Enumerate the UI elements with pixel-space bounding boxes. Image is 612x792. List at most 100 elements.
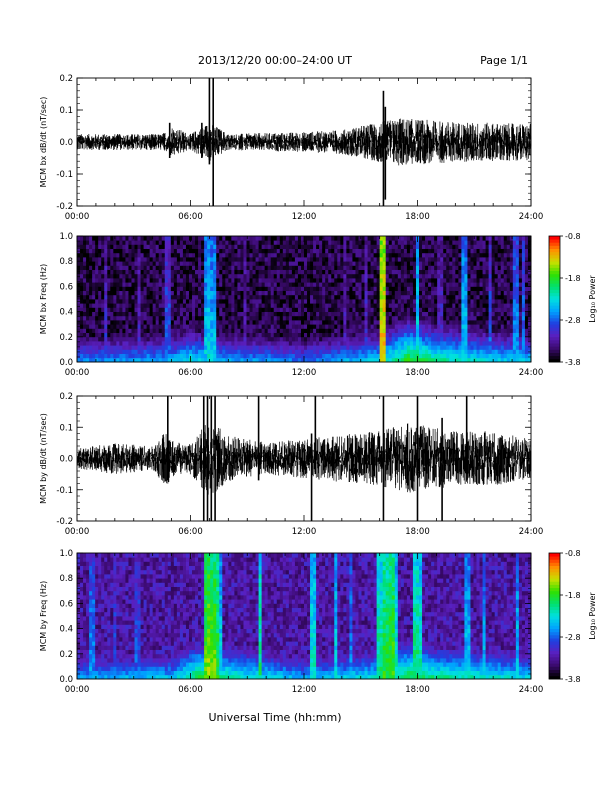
spectrogram-cell (461, 307, 465, 312)
spectrogram-cell (361, 328, 365, 333)
spectrogram-cell (518, 294, 523, 300)
spectrogram-cell (397, 341, 402, 346)
spectrogram-cell (98, 282, 102, 287)
spectrogram-cell (461, 236, 465, 241)
spectrogram-cell (122, 357, 126, 363)
spectrogram-cell (425, 320, 429, 325)
spectrogram-cell (364, 311, 368, 317)
spectrogram-cell (267, 324, 272, 329)
spectrogram-cell (322, 349, 326, 354)
spectrogram-cell (125, 345, 129, 350)
spectrogram-cell (452, 248, 456, 254)
spectrogram-cell (473, 290, 477, 296)
spectrogram-cell (77, 252, 81, 258)
spectrogram-cell (195, 240, 199, 245)
spectrogram-cell (158, 252, 163, 258)
spectrogram-cell (158, 244, 163, 249)
spectrogram-cell (488, 257, 493, 262)
spectrogram-cell (249, 252, 253, 258)
spectrogram-cell (104, 269, 108, 275)
spectrogram-cell (431, 324, 435, 329)
spectrogram-cell (310, 252, 314, 258)
spectrogram-cell (470, 240, 474, 245)
spectrogram-cell (437, 299, 441, 304)
spectrogram-cell (412, 269, 417, 275)
spectrogram-cell (364, 332, 368, 338)
spectrogram-cell (255, 332, 259, 338)
spectrogram-cell (173, 290, 178, 296)
spectrogram-cell (322, 240, 326, 245)
spectrogram-cell (204, 324, 208, 329)
spectrogram-cell (319, 282, 323, 287)
spectrogram-cell (80, 590, 84, 596)
spectrogram-cell (92, 353, 96, 359)
spectrogram-cell (225, 286, 229, 291)
spectrogram-cell (101, 290, 105, 296)
spectrogram-cell (237, 299, 241, 304)
spectrogram-cell (77, 353, 81, 359)
spectrogram-cell (482, 269, 486, 275)
spectrogram-cell (234, 240, 238, 245)
spectrogram-cell (279, 336, 284, 342)
spectrogram-cell (137, 328, 141, 333)
spectrogram-cell (431, 248, 435, 254)
spectrogram-cell (146, 261, 151, 266)
spectrogram-cell (158, 311, 163, 317)
spectrogram-cell (243, 332, 247, 338)
spectrogram-cell (300, 315, 305, 321)
spectrogram-cell (361, 278, 365, 283)
spectrogram-cell (515, 307, 520, 312)
spectrogram-cell (476, 236, 480, 241)
spectrogram-cell (143, 299, 148, 304)
spectrogram-cell (282, 273, 287, 279)
spectrogram-cell (343, 265, 347, 270)
spectrogram-cell (273, 299, 278, 304)
spectrogram-cell (310, 303, 314, 308)
spectrogram-cell (316, 261, 320, 266)
spectrogram-cell (494, 244, 499, 249)
spectrogram-cell (512, 353, 517, 359)
spectrogram-cell (276, 345, 281, 350)
spectrogram-cell (276, 248, 281, 254)
spectrogram-cell (137, 341, 141, 346)
spectrogram-cell (440, 345, 444, 350)
spectrogram-cell (391, 273, 396, 279)
colorbar-swatch (549, 349, 560, 353)
spectrogram-cell (419, 248, 423, 254)
spectrogram-cell (419, 294, 423, 300)
spectrogram-cell (524, 307, 529, 312)
spectrogram-cell (98, 349, 102, 354)
spectrogram-cell (279, 357, 284, 363)
spectrogram-cell (80, 586, 84, 592)
spectrogram-cell (322, 252, 326, 258)
spectrogram-cell (231, 307, 235, 312)
spectrogram-cell (104, 252, 108, 258)
spectrogram-cell (307, 315, 311, 321)
spectrogram-cell (370, 320, 375, 325)
spectrogram-cell (391, 240, 396, 245)
spectrogram-cell (89, 265, 93, 270)
spectrogram-cell (425, 244, 429, 249)
spectrogram-cell (521, 236, 526, 241)
spectrogram-cell (216, 303, 220, 308)
spectrogram-cell (176, 320, 181, 325)
spectrogram-cell (385, 269, 390, 275)
spectrogram-cell (431, 303, 435, 308)
spectrogram-cell (267, 336, 272, 342)
spectrogram-cell (261, 236, 266, 241)
spectrogram-cell (222, 261, 226, 266)
spectrogram-cell (104, 324, 108, 329)
spectrogram-cell (394, 357, 399, 363)
spectrogram-cell (476, 299, 480, 304)
spectrogram-cell (89, 273, 93, 279)
spectrogram-cell (255, 265, 259, 270)
spectrogram-cell (155, 248, 160, 254)
spectrogram-cell (155, 244, 160, 249)
spectrogram-cell (134, 303, 138, 308)
spectrogram-cell (219, 286, 223, 291)
spectrogram-cell (125, 290, 129, 296)
spectrogram-cell (246, 353, 250, 359)
spectrogram-cell (216, 332, 220, 338)
spectrogram-cell (319, 303, 323, 308)
spectrogram-cell (192, 257, 196, 262)
